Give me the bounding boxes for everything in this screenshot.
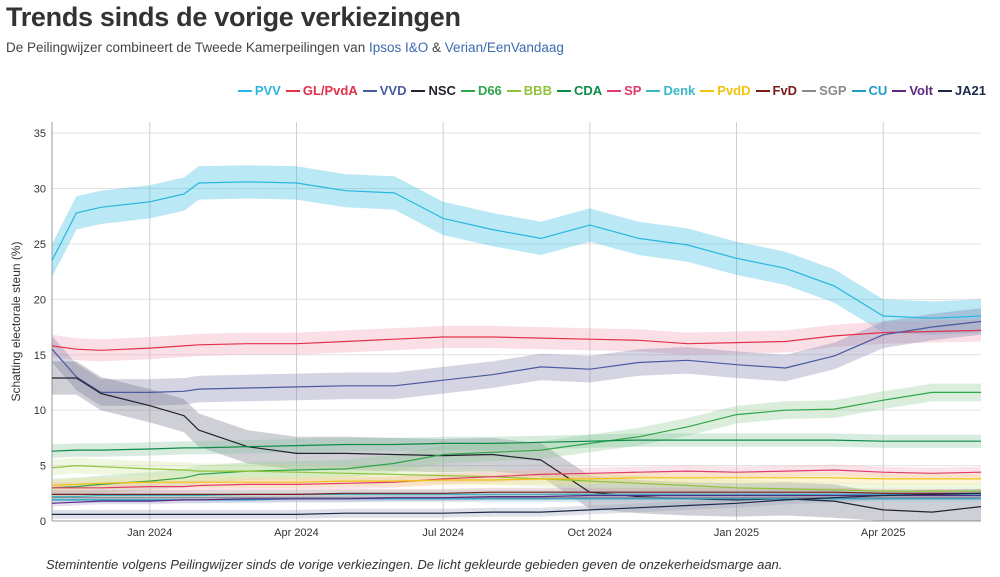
legend-label: SGP [819, 83, 847, 98]
legend-label: SP [624, 83, 642, 98]
series-lines [51, 181, 982, 515]
line-nsc [52, 377, 982, 513]
legend-label: CDA [573, 83, 603, 98]
legend-item-gl-pvda[interactable]: GL/PvdA [285, 83, 358, 98]
chart-caption: Stemintentie volgens Peilingwijzer sinds… [46, 557, 783, 572]
line-vvd [51, 320, 982, 393]
legend-label: NSC [428, 83, 456, 98]
line-cda [51, 439, 981, 452]
legend-label: VVD [379, 83, 407, 98]
legend-swatch [237, 89, 252, 92]
y-tick-label: 30 [34, 184, 46, 196]
legend-label: CU [868, 83, 888, 98]
legend-item-sgp[interactable]: SGP [802, 83, 847, 98]
legend-item-sp[interactable]: SP [607, 83, 641, 98]
x-tick-label: Jul 2024 [422, 527, 464, 539]
line-bbb [51, 465, 981, 492]
legend-item-fvd[interactable]: FvD [755, 83, 798, 98]
legend-swatch [460, 89, 475, 92]
y-tick-label: 20 [34, 294, 46, 306]
y-tick-label: 35 [34, 128, 46, 140]
legend-item-bbb[interactable]: BBB [506, 83, 552, 98]
legend-item-d66[interactable]: D66 [460, 83, 502, 98]
legend-label: JA21 [954, 83, 986, 98]
legend-swatch [285, 89, 300, 92]
line-gl-pvda [51, 329, 982, 351]
line-fvd [52, 491, 981, 495]
legend-item-cu[interactable]: CU [851, 83, 888, 98]
legend-swatch [607, 89, 622, 92]
legend-label: BBB [523, 83, 552, 98]
legend-item-vvd[interactable]: VVD [362, 83, 407, 98]
y-tick-label: 15 [34, 350, 46, 362]
subtitle-amp: & [432, 40, 442, 55]
line-pvdd [51, 477, 981, 487]
band-d66 [52, 383, 981, 497]
subtitle-text: De Peilingwijzer combineert de Tweede Ka… [6, 40, 366, 55]
band-nsc [52, 361, 981, 521]
legend-label: Volt [909, 83, 933, 98]
legend-swatch [362, 89, 377, 92]
uncertainty-bands [52, 165, 981, 521]
legend-item-nsc[interactable]: NSC [411, 83, 456, 98]
band-pvdd [52, 472, 981, 492]
legend-item-denk[interactable]: Denk [646, 83, 695, 98]
legend-label: FvD [772, 83, 798, 98]
line-d66 [51, 391, 981, 489]
legend-swatch [892, 89, 907, 92]
x-tick-label: Oct 2024 [568, 527, 613, 539]
legend-swatch [755, 89, 770, 92]
legend-swatch [556, 89, 571, 92]
band-vvd [52, 308, 981, 406]
y-tick-label: 10 [34, 405, 46, 417]
chart-canvas: 0 5 10 15 20 25 30 35 Jan 2024 Apr 2024 Jul 2024 Oc… [9, 122, 982, 539]
line-sp [52, 469, 982, 489]
line-pvv [51, 181, 982, 319]
legend-item-cda[interactable]: CDA [556, 83, 603, 98]
legend-swatch [506, 89, 521, 92]
chart-subtitle: De Peilingwijzer combineert de Tweede Ka… [6, 40, 564, 55]
legend-swatch [411, 89, 426, 92]
line-ja21 [52, 492, 982, 515]
band-gl-pvda [52, 319, 981, 362]
line-denk [52, 493, 981, 498]
legend-swatch [851, 89, 866, 92]
ipsos-link[interactable]: Ipsos I&O [368, 40, 429, 55]
legend-label: PvdD [717, 83, 751, 98]
legend-swatch [700, 89, 715, 92]
legend-label: Denk [663, 83, 696, 98]
y-tick-label: 5 [40, 461, 46, 473]
legend-item-volt[interactable]: Volt [892, 83, 933, 98]
verian-link[interactable]: Verian/EenVandaag [444, 40, 564, 55]
legend-item-ja21[interactable]: JA21 [937, 83, 986, 98]
y-tick-label: 0 [40, 516, 46, 528]
x-tick-label: Apr 2024 [274, 527, 319, 539]
legend-swatch [802, 89, 817, 92]
x-tick-label: Jan 2024 [127, 527, 172, 539]
band-pvv [52, 165, 981, 335]
legend-label: D66 [477, 83, 502, 98]
legend-label: PVV [254, 83, 281, 98]
legend-swatch [937, 89, 952, 92]
line-volt [51, 494, 981, 504]
y-axis-label: Schatting electorale steun (%) [9, 241, 23, 401]
legend-swatch [646, 89, 661, 92]
chart-title: Trends sinds de vorige verkiezingen [6, 2, 461, 32]
x-tick-label: Jan 2025 [714, 527, 759, 539]
legend-item-pvv[interactable]: PVV [237, 83, 281, 98]
chart-legend: PVV GL/PvdA VVD NSC D66 BBB CDA SP Denk PvdD FvD SG… [233, 83, 986, 98]
x-tick-label: Apr 2025 [861, 527, 906, 539]
y-tick-label: 25 [34, 239, 46, 251]
band-ja21 [52, 488, 981, 519]
legend-label: GL/PvdA [302, 83, 358, 98]
legend-item-pvdd[interactable]: PvdD [700, 83, 751, 98]
